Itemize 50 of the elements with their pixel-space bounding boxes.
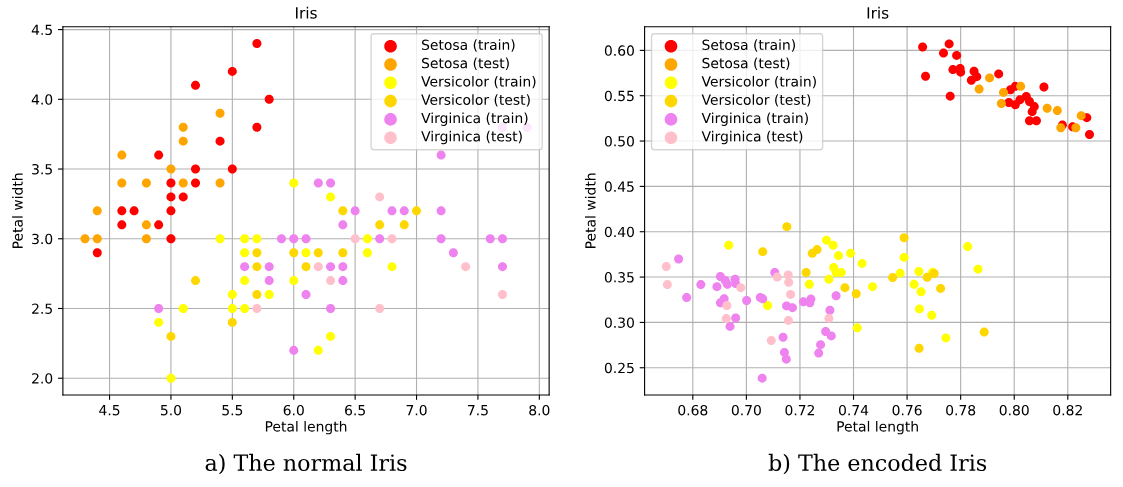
legend-label: Virginica (test) xyxy=(421,130,522,145)
legend-label: Versicolor (test) xyxy=(421,94,530,107)
legend-label: Setosa (test) xyxy=(702,57,790,70)
text: b) The encoded Iris xyxy=(768,453,987,475)
legend-label: Versicolor (train) xyxy=(701,75,816,89)
x-tick-label: 0.82 xyxy=(1053,404,1082,416)
x-tick-label: 6.5 xyxy=(345,404,365,416)
x-tick-label: 0.72 xyxy=(785,404,815,416)
y-tick-label: 0.50 xyxy=(604,136,634,147)
legend-label: Setosa (train) xyxy=(702,39,795,52)
y-tick-label: 2.0 xyxy=(32,373,53,384)
x-tick-label: 8.0 xyxy=(529,404,550,416)
y-tick-label: 3.0 xyxy=(32,233,53,245)
legend-label: Virginica (train) xyxy=(421,112,528,126)
x-tick-label: 7.0 xyxy=(406,404,427,416)
legend-label: Virginica (train) xyxy=(701,112,808,126)
x-axis-title: Petal length xyxy=(265,420,347,435)
y-axis-title: Petal width xyxy=(584,173,596,248)
y-tick-label: 0.40 xyxy=(604,226,634,238)
x-tick-label: 0.76 xyxy=(892,404,922,416)
y-tick-label: 0.30 xyxy=(604,317,634,328)
x-tick-label: 7.5 xyxy=(468,405,488,416)
y-axis-title: Petal width xyxy=(12,173,23,248)
legend-label: Virginica (test) xyxy=(701,130,803,145)
y-tick-label: 0.60 xyxy=(604,45,634,56)
y-tick-label: 4.0 xyxy=(31,94,53,105)
chart-title: Iris xyxy=(867,6,889,19)
x-tick-label: 0.78 xyxy=(946,404,976,416)
x-tick-label: 0.68 xyxy=(678,404,708,416)
legend-label: Versicolor (train) xyxy=(421,75,536,89)
y-tick-label: 0.45 xyxy=(604,181,634,192)
x-tick-label: 0.74 xyxy=(838,404,869,416)
legend-label: Setosa (test) xyxy=(422,57,509,70)
y-tick-label: 0.55 xyxy=(604,90,634,102)
x-axis-title: Petal length xyxy=(837,420,918,435)
y-tick-label: 0.35 xyxy=(604,272,634,283)
legend-label: Versicolor (test) xyxy=(701,94,811,107)
y-tick-label: 4.5 xyxy=(31,24,52,36)
x-tick-label: 5.0 xyxy=(160,404,182,416)
text: a) The normal Iris xyxy=(205,453,407,475)
x-tick-label: 0.80 xyxy=(999,404,1029,416)
x-tick-label: 0.70 xyxy=(731,404,761,416)
x-tick-label: 5.5 xyxy=(222,405,243,416)
x-tick-label: 6.0 xyxy=(283,404,304,416)
y-tick-label: 3.5 xyxy=(32,164,52,175)
y-tick-label: 2.5 xyxy=(32,303,52,314)
legend-label: Setosa (train) xyxy=(422,39,515,52)
y-tick-label: 0.25 xyxy=(604,362,634,374)
chart-title: Iris xyxy=(296,6,317,19)
x-tick-label: 4.5 xyxy=(99,405,120,416)
